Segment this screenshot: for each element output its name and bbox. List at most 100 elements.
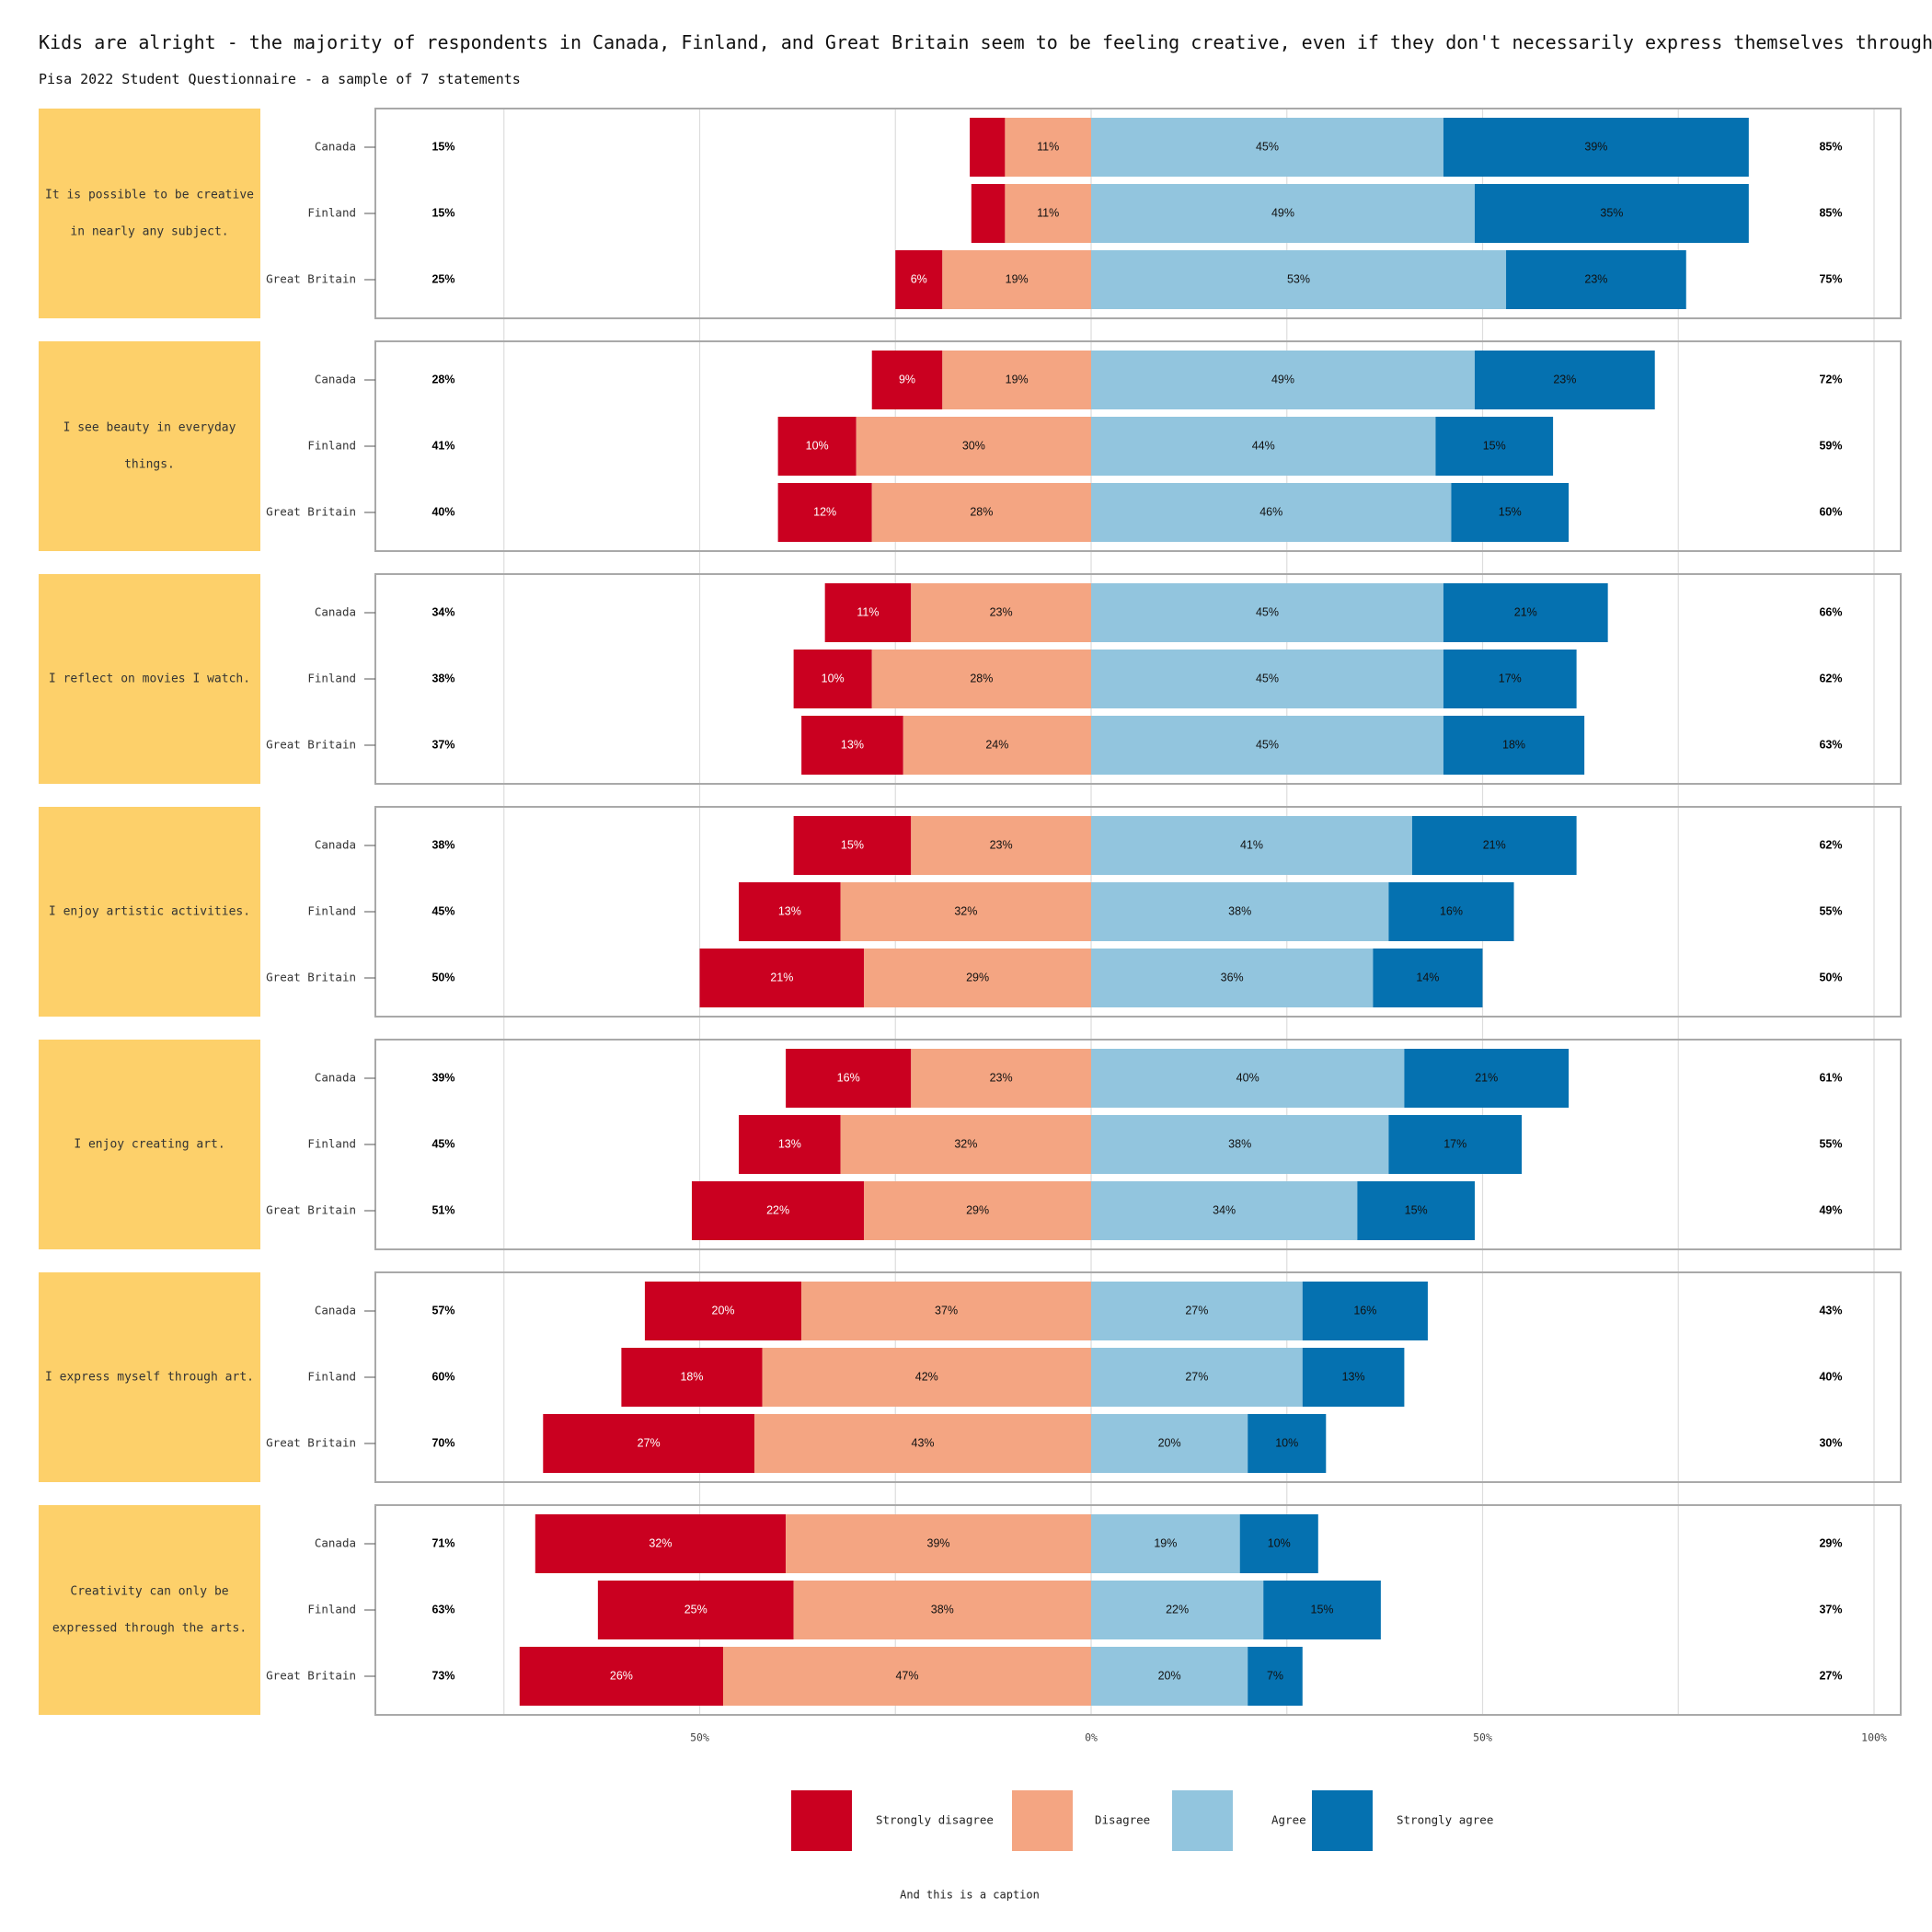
negative-total-label: 38% [431,838,454,851]
bar-segment-a [1091,1282,1303,1340]
legend-swatch [1012,1790,1073,1851]
bar-segment-sa [1404,1049,1570,1108]
negative-total-label: 15% [431,206,454,219]
statement-label-line: I reflect on movies I watch. [49,673,250,686]
chart-caption: And this is a caption [900,1889,1040,1902]
bar-segment-d [911,583,1091,642]
negative-total-label: 51% [431,1203,454,1216]
bar-segment-d [793,1581,1091,1639]
bar-segment-sd [621,1348,763,1407]
bar-value-label: 21% [770,971,793,983]
country-label: Great Britain [266,1203,356,1217]
bar-segment-d [864,1181,1091,1240]
bar-segment-d [942,250,1091,309]
bar-value-label: 41% [1240,838,1263,851]
legend-label: Strongly agree [1397,1813,1493,1827]
positive-total-label: 55% [1819,1137,1842,1150]
bar-value-label: 15% [1499,505,1522,518]
positive-total-label: 62% [1819,838,1842,851]
positive-total-label: 37% [1819,1603,1842,1616]
bar-segment-sd [801,716,903,775]
bar-value-label: 19% [1006,272,1029,285]
negative-total-label: 45% [431,1137,454,1150]
bar-value-label: 32% [954,904,977,917]
bar-value-label: 22% [766,1203,789,1216]
positive-total-label: 60% [1819,505,1842,518]
country-label: Canada [315,140,356,154]
bar-value-label: 27% [638,1436,661,1449]
bar-segment-a [1091,118,1443,177]
bar-value-label: 42% [915,1370,938,1383]
bar-value-label: 25% [684,1603,707,1616]
bar-value-label: 30% [962,439,985,452]
statement-panel [39,1505,260,1715]
bar-value-label: 23% [1553,373,1576,385]
bar-value-label: 14% [1416,971,1439,983]
legend-label: Agree [1271,1813,1306,1827]
bar-value-label: 34% [1213,1203,1236,1216]
bar-value-label: 28% [970,505,993,518]
bar-value-label: 43% [912,1436,935,1449]
bar-value-label: 45% [1256,672,1279,684]
statement-panel [39,341,260,551]
bar-value-label: 20% [712,1304,735,1317]
positive-total-label: 75% [1819,272,1842,285]
bar-segment-a [1091,351,1475,409]
bar-value-label: 12% [813,505,836,518]
country-label: Finland [307,672,356,685]
bar-segment-sd [824,583,912,642]
bar-segment-sa [1435,417,1554,476]
negative-total-label: 15% [431,140,454,153]
bar-segment-d [942,351,1091,409]
bar-segment-d [1005,184,1091,243]
statement-label-line: I enjoy creating art. [74,1138,224,1152]
statement-label-line: I enjoy artistic activities. [49,905,250,919]
bar-value-label: 10% [1275,1436,1298,1449]
country-label: Finland [307,1137,356,1151]
bar-segment-d [1005,118,1091,177]
bar-value-label: 26% [610,1669,633,1682]
bar-segment-sd [786,1049,912,1108]
bar-value-label: 22% [1166,1603,1189,1616]
country-label: Finland [307,206,356,220]
bar-value-label: 49% [1271,206,1294,219]
statement-label-line: I see beauty in everyday [63,421,236,435]
country-label: Great Britain [266,272,356,286]
bar-segment-sa [1357,1181,1475,1240]
bar-segment-sa [1388,882,1514,941]
bar-segment-a [1091,882,1389,941]
bar-segment-sa [1443,716,1585,775]
bar-segment-d [864,949,1091,1007]
bar-segment-sd [519,1647,724,1706]
statement-label-line: in nearly any subject. [70,225,228,239]
bar-segment-a [1091,650,1443,708]
bar-value-label: 47% [895,1669,918,1682]
statement-panel [39,574,260,784]
bar-segment-sa [1248,1647,1303,1706]
bar-segment-sd [691,1181,865,1240]
bar-value-label: 20% [1158,1436,1181,1449]
legend-label: Disagree [1095,1813,1150,1827]
bar-segment-d [754,1414,1091,1473]
bar-value-label: 46% [1259,505,1282,518]
negative-total-label: 37% [431,738,454,751]
bar-segment-d [786,1514,1091,1573]
bar-value-label: 17% [1443,1137,1466,1150]
bar-value-label: 36% [1221,971,1244,983]
statement-label-line: Creativity can only be [70,1585,228,1599]
negative-total-label: 57% [431,1304,454,1317]
positive-total-label: 55% [1819,904,1842,917]
bar-segment-d [840,882,1091,941]
negative-total-label: 25% [431,272,454,285]
negative-total-label: 39% [431,1071,454,1084]
positive-total-label: 40% [1819,1370,1842,1383]
positive-total-label: 43% [1819,1304,1842,1317]
negative-total-label: 70% [431,1436,454,1449]
positive-total-label: 29% [1819,1536,1842,1549]
country-label: Great Britain [266,738,356,752]
bar-value-label: 13% [778,1137,801,1150]
statement-label-line: expressed through the arts. [52,1622,247,1636]
bar-segment-sa [1474,351,1655,409]
legend-label: Strongly disagree [876,1813,994,1827]
